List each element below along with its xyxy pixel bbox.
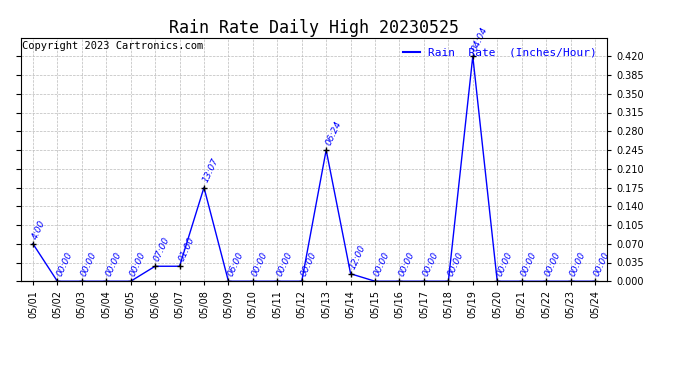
Text: 4:00: 4:00	[30, 218, 47, 240]
Text: 12:00: 12:00	[348, 243, 367, 270]
Text: 00:00: 00:00	[520, 251, 538, 278]
Text: 00:00: 00:00	[299, 251, 318, 278]
Text: 00:00: 00:00	[55, 251, 74, 278]
Text: 00:00: 00:00	[495, 251, 514, 278]
Text: 07:00: 07:00	[152, 236, 172, 263]
Text: 00:00: 00:00	[446, 251, 465, 278]
Text: 06:24: 06:24	[324, 119, 343, 147]
Text: 00:00: 00:00	[422, 251, 441, 278]
Text: Copyright 2023 Cartronics.com: Copyright 2023 Cartronics.com	[22, 41, 203, 51]
Text: 00:00: 00:00	[79, 251, 99, 278]
Text: 00:00: 00:00	[275, 251, 294, 278]
Text: 00:00: 00:00	[250, 251, 270, 278]
Text: 06:00: 06:00	[226, 251, 245, 278]
Text: 00:00: 00:00	[128, 251, 148, 278]
Text: 00:00: 00:00	[104, 251, 123, 278]
Legend: Rain  Rate  (Inches/Hour): Rain Rate (Inches/Hour)	[398, 43, 602, 62]
Text: 00:00: 00:00	[373, 251, 392, 278]
Text: 00:00: 00:00	[397, 251, 416, 278]
Text: 00:00: 00:00	[593, 251, 611, 278]
Text: 00:00: 00:00	[544, 251, 563, 278]
Text: 01:00: 01:00	[177, 236, 196, 263]
Text: 04:04: 04:04	[471, 26, 489, 53]
Text: 13:07: 13:07	[201, 157, 221, 184]
Text: 00:00: 00:00	[568, 251, 587, 278]
Title: Rain Rate Daily High 20230525: Rain Rate Daily High 20230525	[169, 20, 459, 38]
